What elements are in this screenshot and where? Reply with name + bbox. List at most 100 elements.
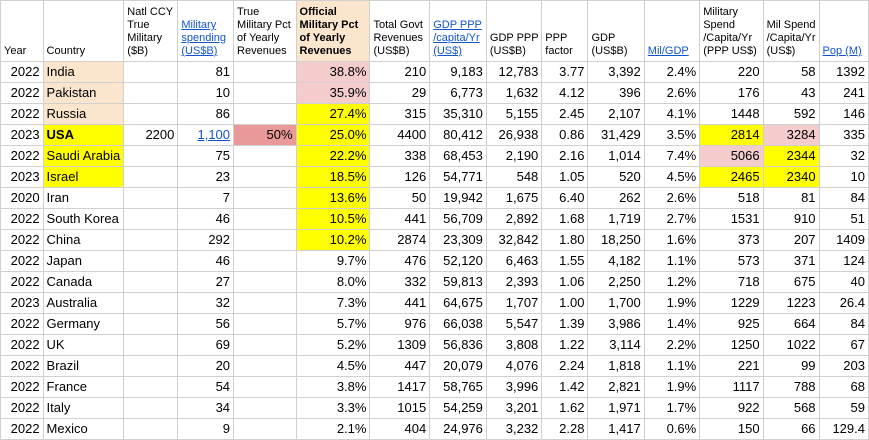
cell-population[interactable]: 84 <box>818 187 869 209</box>
cell-mil-spend-ppp-per-capita[interactable]: 1117 <box>699 376 764 398</box>
cell-military-spending[interactable]: 54 <box>177 376 235 398</box>
cell-mil-gdp[interactable]: 1.9% <box>643 292 701 314</box>
cell-official-military-pct[interactable]: 7.3% <box>295 292 371 314</box>
cell-mil-gdp[interactable]: 0.6% <box>643 418 701 440</box>
cell-year[interactable]: 2022 <box>0 208 44 230</box>
cell-total-govt-revenues[interactable]: 976 <box>369 313 431 335</box>
cell-country[interactable]: Mexico <box>42 418 125 440</box>
cell-country[interactable]: Brazil <box>42 355 125 377</box>
cell-official-military-pct[interactable]: 5.2% <box>295 334 371 356</box>
cell-military-spending[interactable]: 34 <box>177 397 235 419</box>
cell-gdp-ppp-per-capita[interactable]: 23,309 <box>429 229 487 251</box>
cell-mil-spend-ppp-per-capita[interactable]: 176 <box>699 82 764 104</box>
cell-gdp[interactable]: 262 <box>587 187 645 209</box>
cell-gdp-ppp[interactable]: 6,463 <box>485 250 543 272</box>
cell-ppp-factor[interactable]: 2.45 <box>541 103 589 125</box>
cell-total-govt-revenues[interactable]: 447 <box>369 355 431 377</box>
cell-mil-spend-per-capita[interactable]: 675 <box>762 271 820 293</box>
header-total-govt-revenues[interactable]: Total Govt Revenues (US$B) <box>369 0 431 62</box>
header-mil-gdp[interactable]: Mil/GDP <box>643 0 701 62</box>
cell-population[interactable]: 68 <box>818 376 869 398</box>
cell-total-govt-revenues[interactable]: 441 <box>369 208 431 230</box>
cell-true-military-pct[interactable] <box>233 145 297 167</box>
cell-gdp[interactable]: 2,250 <box>587 271 645 293</box>
cell-ppp-factor[interactable]: 2.28 <box>541 418 589 440</box>
cell-official-military-pct[interactable]: 5.7% <box>295 313 371 335</box>
cell-total-govt-revenues[interactable]: 315 <box>369 103 431 125</box>
cell-gdp-ppp-per-capita[interactable]: 66,038 <box>429 313 487 335</box>
header-natl-ccy-military[interactable]: Natl CCY True Military ($B) <box>123 0 179 62</box>
cell-natl-ccy-military[interactable] <box>123 82 179 104</box>
cell-mil-gdp[interactable]: 1.6% <box>643 229 701 251</box>
cell-mil-spend-per-capita[interactable]: 664 <box>762 313 820 335</box>
cell-official-military-pct[interactable]: 8.0% <box>295 271 371 293</box>
cell-mil-spend-per-capita[interactable]: 910 <box>762 208 820 230</box>
cell-gdp-ppp-per-capita[interactable]: 56,709 <box>429 208 487 230</box>
cell-total-govt-revenues[interactable]: 2874 <box>369 229 431 251</box>
cell-gdp-ppp-per-capita[interactable]: 6,773 <box>429 82 487 104</box>
cell-gdp-ppp[interactable]: 5,155 <box>485 103 543 125</box>
cell-year[interactable]: 2022 <box>0 271 44 293</box>
cell-country[interactable]: Israel <box>42 166 125 188</box>
cell-true-military-pct[interactable] <box>233 250 297 272</box>
cell-true-military-pct[interactable] <box>233 334 297 356</box>
cell-military-spending[interactable]: 20 <box>177 355 235 377</box>
cell-gdp[interactable]: 1,700 <box>587 292 645 314</box>
cell-mil-spend-ppp-per-capita[interactable]: 573 <box>699 250 764 272</box>
cell-official-military-pct[interactable]: 10.2% <box>295 229 371 251</box>
cell-country[interactable]: France <box>42 376 125 398</box>
cell-year[interactable]: 2022 <box>0 418 44 440</box>
cell-mil-gdp[interactable]: 2.4% <box>643 61 701 83</box>
cell-gdp-ppp[interactable]: 1,675 <box>485 187 543 209</box>
cell-total-govt-revenues[interactable]: 476 <box>369 250 431 272</box>
cell-mil-gdp[interactable]: 1.4% <box>643 313 701 335</box>
cell-ppp-factor[interactable]: 1.80 <box>541 229 589 251</box>
cell-country[interactable]: Russia <box>42 103 125 125</box>
cell-year[interactable]: 2022 <box>0 376 44 398</box>
cell-official-military-pct[interactable]: 4.5% <box>295 355 371 377</box>
cell-country[interactable]: Iran <box>42 187 125 209</box>
cell-military-spending[interactable]: 32 <box>177 292 235 314</box>
cell-mil-gdp[interactable]: 1.9% <box>643 376 701 398</box>
cell-total-govt-revenues[interactable]: 404 <box>369 418 431 440</box>
cell-ppp-factor[interactable]: 1.00 <box>541 292 589 314</box>
cell-ppp-factor[interactable]: 2.16 <box>541 145 589 167</box>
cell-military-spending[interactable]: 1,100 <box>177 124 235 146</box>
cell-gdp-ppp[interactable]: 4,076 <box>485 355 543 377</box>
cell-population[interactable]: 84 <box>818 313 869 335</box>
cell-country[interactable]: Germany <box>42 313 125 335</box>
header-true-military-pct[interactable]: True Military Pct of Yearly Revenues <box>233 0 297 62</box>
cell-gdp[interactable]: 396 <box>587 82 645 104</box>
cell-mil-spend-ppp-per-capita[interactable]: 1531 <box>699 208 764 230</box>
cell-official-military-pct[interactable]: 9.7% <box>295 250 371 272</box>
cell-official-military-pct[interactable]: 10.5% <box>295 208 371 230</box>
cell-year[interactable]: 2022 <box>0 145 44 167</box>
cell-country[interactable]: China <box>42 229 125 251</box>
cell-mil-spend-per-capita[interactable]: 592 <box>762 103 820 125</box>
cell-natl-ccy-military[interactable] <box>123 208 179 230</box>
cell-mil-gdp[interactable]: 3.5% <box>643 124 701 146</box>
cell-total-govt-revenues[interactable]: 126 <box>369 166 431 188</box>
cell-mil-gdp[interactable]: 4.1% <box>643 103 701 125</box>
cell-population[interactable]: 59 <box>818 397 869 419</box>
cell-year[interactable]: 2022 <box>0 334 44 356</box>
cell-country[interactable]: South Korea <box>42 208 125 230</box>
cell-mil-spend-ppp-per-capita[interactable]: 922 <box>699 397 764 419</box>
cell-military-spending[interactable]: 46 <box>177 250 235 272</box>
cell-country[interactable]: India <box>42 61 125 83</box>
cell-official-military-pct[interactable]: 3.8% <box>295 376 371 398</box>
cell-mil-spend-ppp-per-capita[interactable]: 5066 <box>699 145 764 167</box>
cell-military-spending[interactable]: 46 <box>177 208 235 230</box>
cell-ppp-factor[interactable]: 1.42 <box>541 376 589 398</box>
cell-gdp-ppp-per-capita[interactable]: 80,412 <box>429 124 487 146</box>
cell-mil-gdp[interactable]: 1.7% <box>643 397 701 419</box>
cell-true-military-pct[interactable] <box>233 229 297 251</box>
cell-military-spending[interactable]: 292 <box>177 229 235 251</box>
cell-official-military-pct[interactable]: 27.4% <box>295 103 371 125</box>
cell-mil-spend-per-capita[interactable]: 371 <box>762 250 820 272</box>
cell-gdp[interactable]: 1,417 <box>587 418 645 440</box>
cell-mil-gdp[interactable]: 2.2% <box>643 334 701 356</box>
cell-gdp-ppp[interactable]: 1,707 <box>485 292 543 314</box>
cell-ppp-factor[interactable]: 2.24 <box>541 355 589 377</box>
cell-gdp[interactable]: 2,821 <box>587 376 645 398</box>
